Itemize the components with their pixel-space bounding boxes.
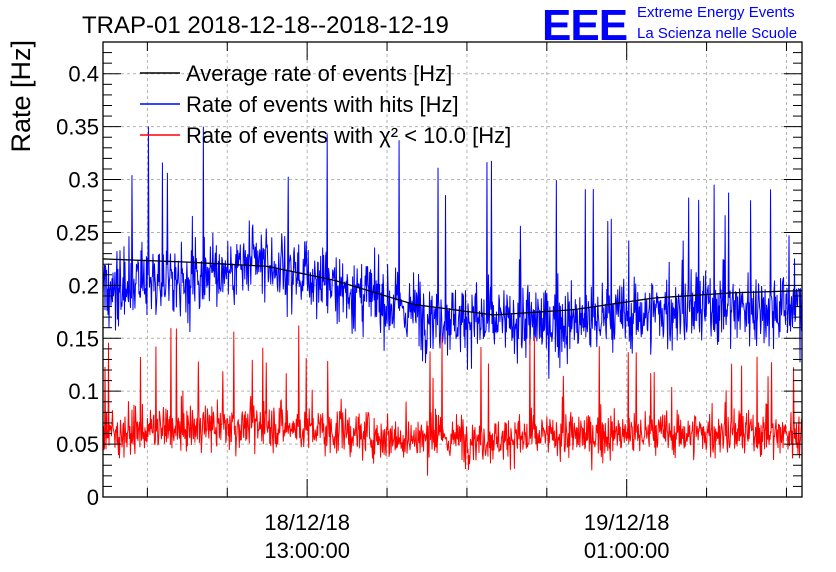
series-line-hits (102, 126, 803, 379)
x-tick-label-time: 13:00:00 (264, 538, 350, 563)
plot-series (102, 126, 803, 476)
legend-label-chi2: Rate of events with χ² < 10.0 [Hz] (186, 123, 511, 148)
y-tick-label: 0.25 (56, 220, 99, 245)
legend: Average rate of events [Hz] Rate of even… (140, 61, 511, 148)
y-tick-label: 0.4 (68, 62, 99, 87)
y-tick-label: 0.05 (56, 432, 99, 457)
axes: 0 0.05 0.1 0.15 0.2 0.25 0.3 0.35 0.4 18/12/18 13:… (56, 42, 802, 563)
experiment-logo: EEE Extreme Energy Events La Scienza nel… (542, 1, 797, 50)
y-tick-label: 0.2 (68, 273, 99, 298)
y-tick-label: 0.1 (68, 379, 99, 404)
y-tick-label: 0.35 (56, 115, 99, 140)
y-axis-label: Rate [Hz] (6, 40, 36, 153)
legend-label-average: Average rate of events [Hz] (186, 61, 452, 86)
logo-line-2: La Scienza nelle Scuole (637, 25, 797, 42)
y-tick-label: 0 (87, 485, 99, 510)
y-tick-label: 0.15 (56, 326, 99, 351)
legend-label-hits: Rate of events with hits [Hz] (186, 92, 459, 117)
x-tick-label-time: 01:00:00 (584, 538, 670, 563)
x-tick-label-date: 18/12/18 (264, 510, 350, 535)
series-line-chi2 (102, 325, 803, 476)
plot-frame (102, 41, 803, 498)
series-line-average (102, 258, 803, 316)
logo-line-1: Extreme Energy Events (637, 4, 795, 21)
y-tick-label: 0.3 (68, 168, 99, 193)
x-tick-label-date: 19/12/18 (584, 510, 670, 535)
chart-title: TRAP-01 2018-12-18--2018-12-19 (82, 12, 449, 39)
